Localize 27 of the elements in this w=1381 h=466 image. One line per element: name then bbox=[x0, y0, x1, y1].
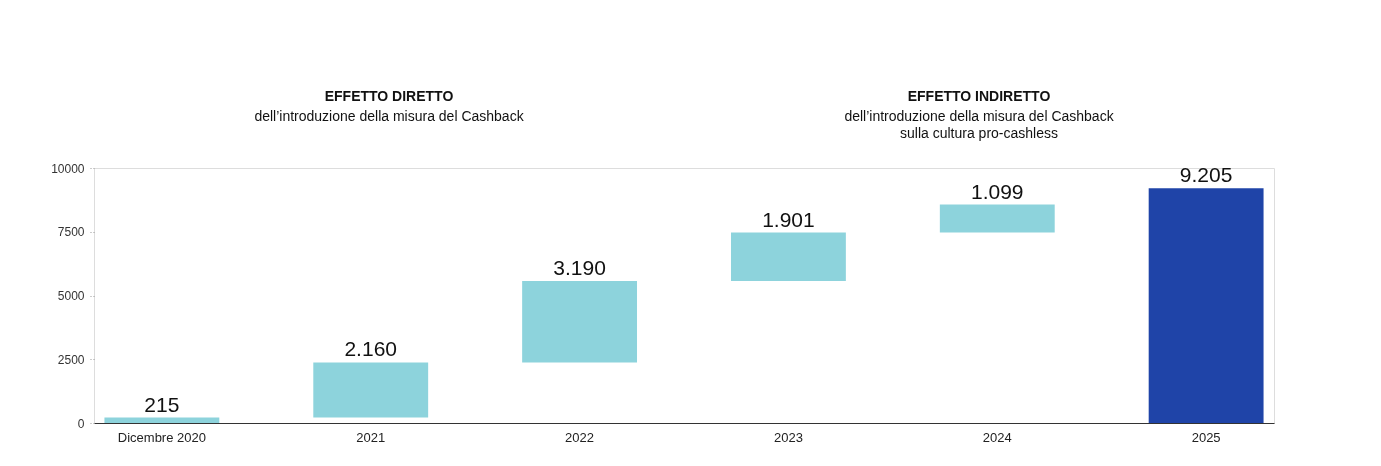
text: EFFETTO INDIRETTO bbox=[907, 88, 1051, 104]
data-label: 1.099 bbox=[970, 179, 1024, 203]
data-label: 1.901 bbox=[762, 207, 815, 231]
text: dell’introduzione della misura del Cashback sulla cultura pro-cashless bbox=[844, 108, 1115, 141]
data-label: 215 bbox=[144, 392, 180, 416]
y-tick-label: 0 bbox=[77, 416, 85, 431]
text: EFFETTO DIRETTO bbox=[324, 88, 454, 104]
bar bbox=[313, 362, 429, 418]
y-tick-label: 10000 bbox=[51, 161, 85, 176]
x-tick-label: 2022 bbox=[565, 429, 595, 445]
text: dell’introduzione della misura del Cashback bbox=[254, 108, 525, 124]
data-label: 3.190 bbox=[553, 256, 606, 280]
x-tick-label: 2025 bbox=[1191, 429, 1221, 445]
bar bbox=[104, 417, 220, 423]
x-tick-label: 2021 bbox=[356, 429, 386, 445]
y-tick-label: 7500 bbox=[57, 225, 85, 240]
data-label: 2.160 bbox=[344, 337, 398, 361]
bar bbox=[730, 232, 846, 282]
x-tick-label: Dicembre 2020 bbox=[117, 429, 206, 445]
y-tick-label: 5000 bbox=[57, 289, 85, 303]
y-tick-label: 2500 bbox=[57, 352, 85, 367]
x-tick-label: 2023 bbox=[773, 429, 803, 445]
x-tick-label: 2024 bbox=[982, 429, 1012, 445]
bar bbox=[939, 204, 1055, 233]
data-label: 9.205 bbox=[1179, 163, 1233, 187]
bar bbox=[522, 281, 638, 363]
bar bbox=[1148, 188, 1264, 423]
